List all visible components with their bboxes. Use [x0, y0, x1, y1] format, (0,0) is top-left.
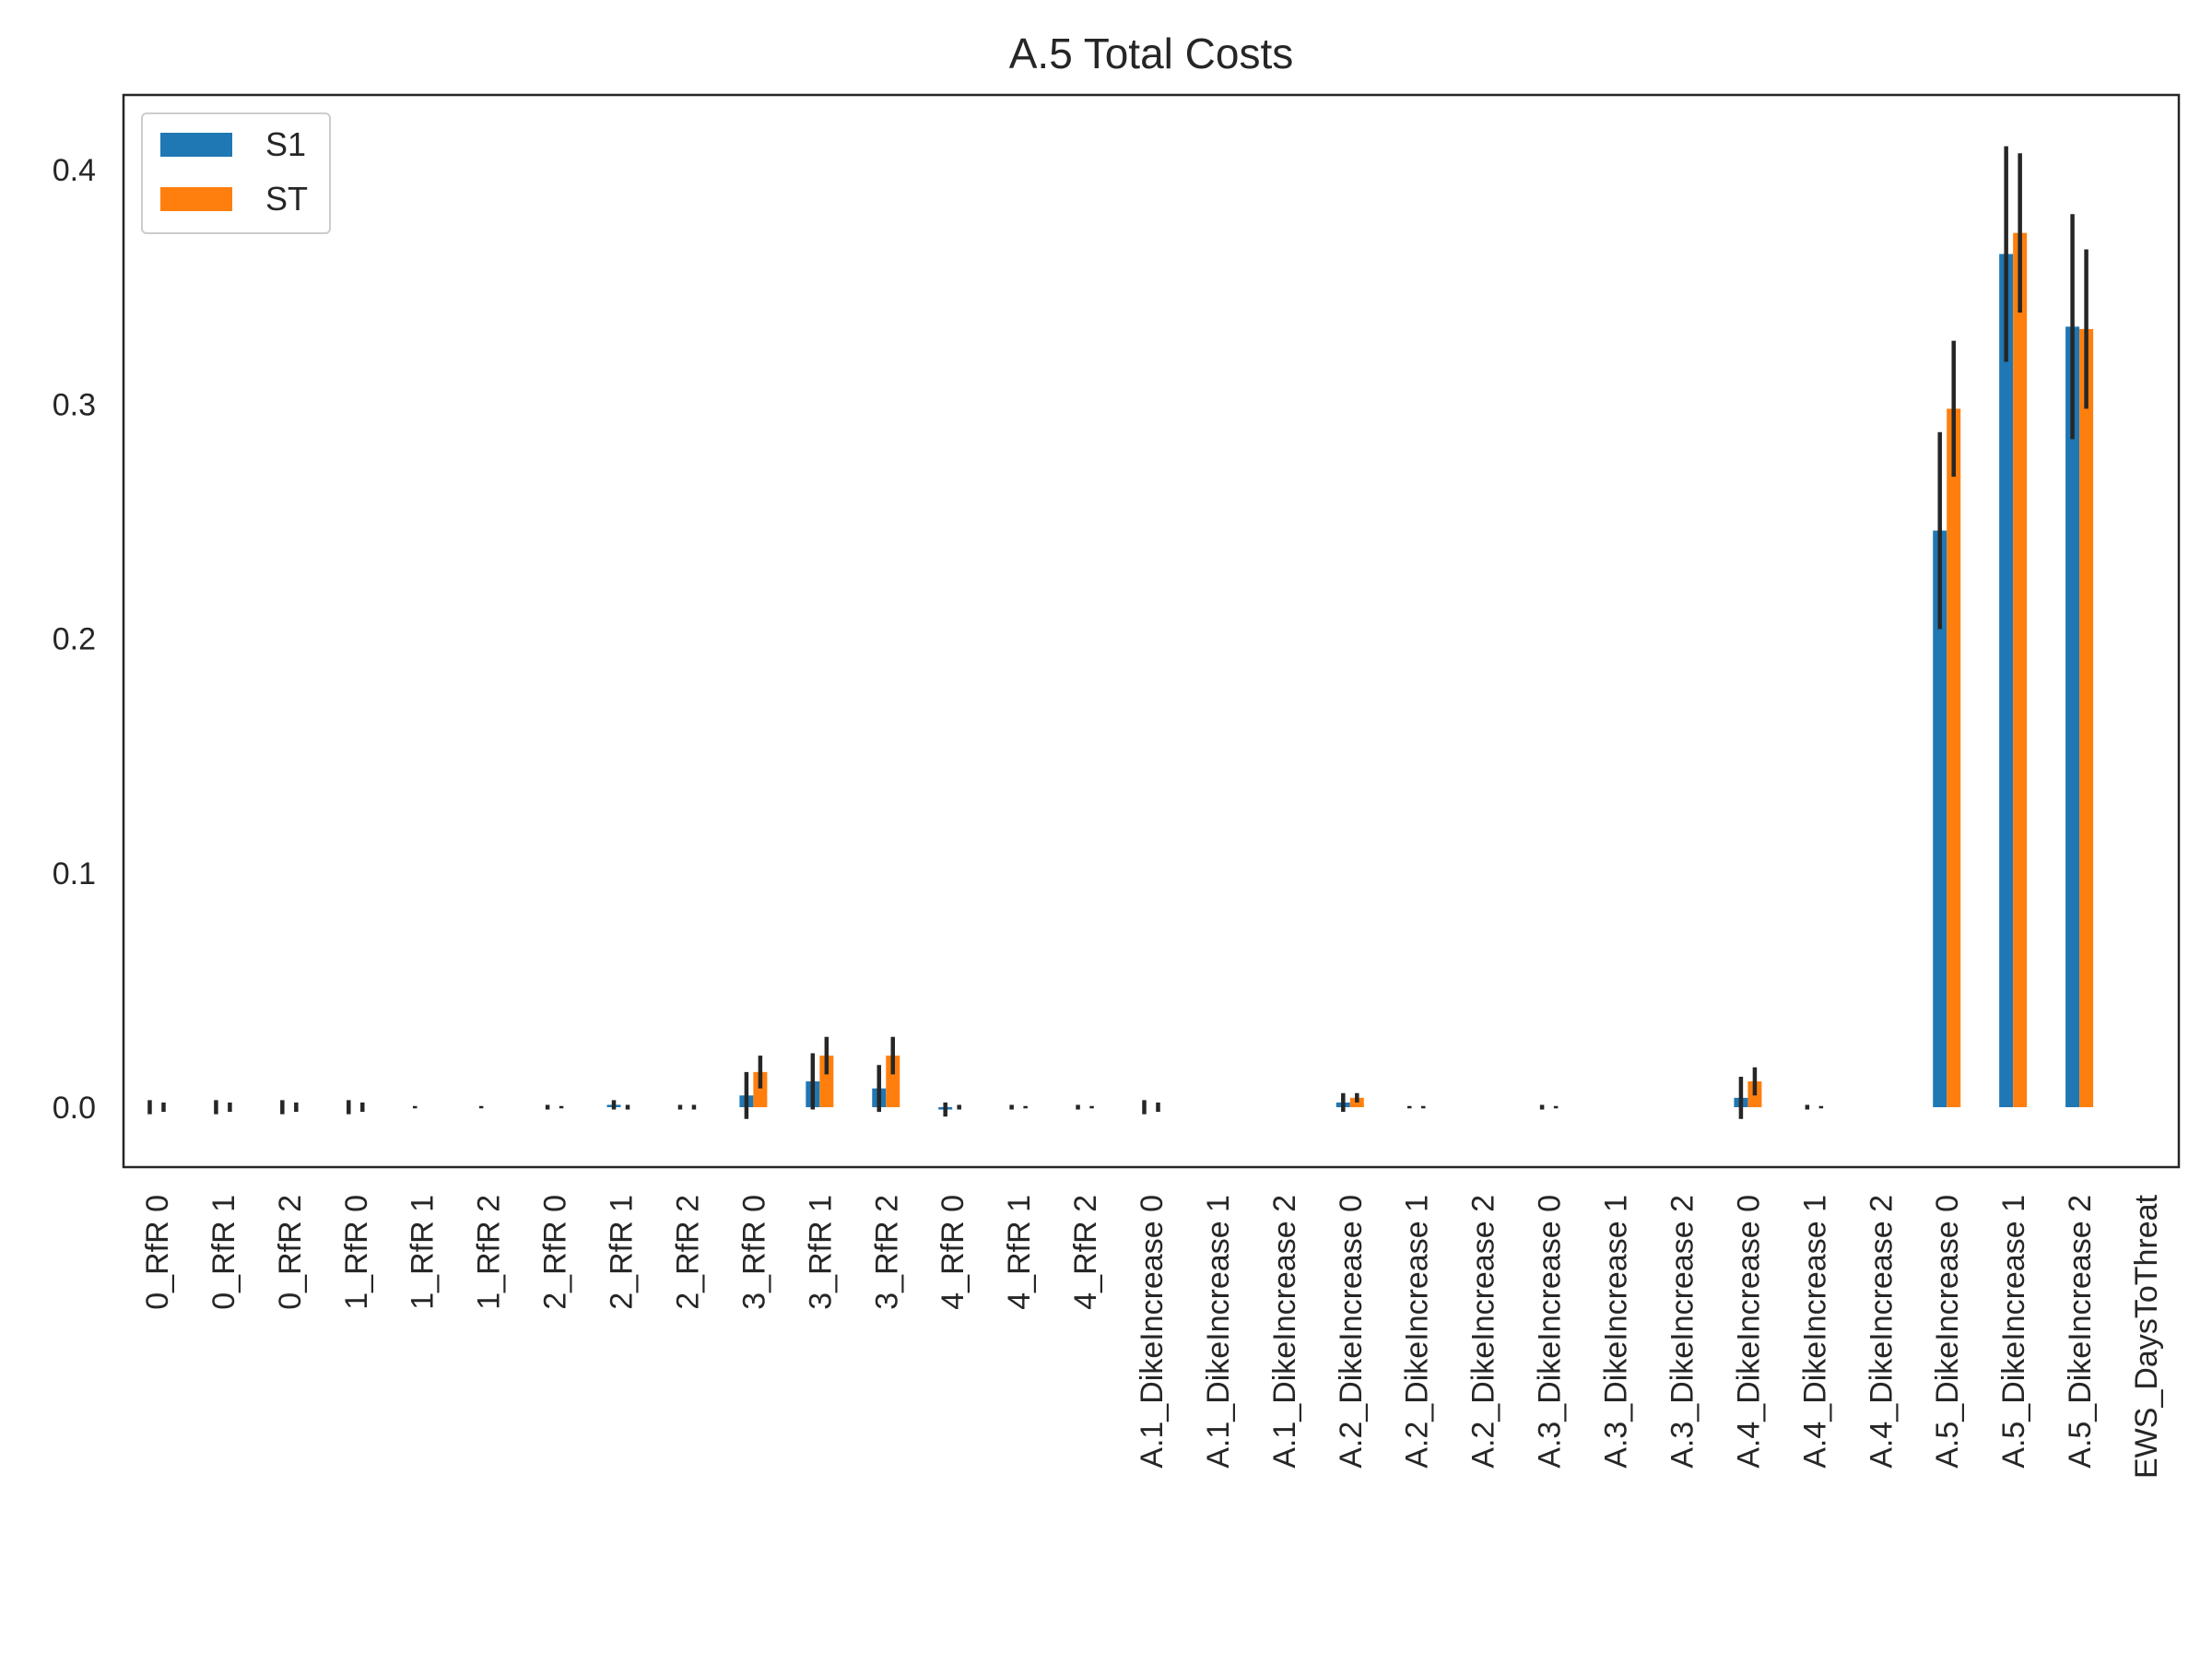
x-tick-label: A.2_DikeIncrease 2 — [1466, 1195, 1501, 1469]
bars-layer — [606, 232, 2094, 1110]
bar-st-11 — [886, 1056, 900, 1107]
x-tick-label: 2_RfR 0 — [538, 1195, 573, 1310]
legend-swatch-st — [160, 187, 232, 211]
legend: S1 ST — [141, 112, 331, 234]
y-tick-label: 0.2 — [53, 622, 96, 657]
x-tick-label: 3_RfR 2 — [869, 1195, 904, 1310]
bar-s1-28 — [1999, 254, 2014, 1107]
x-tick-label: A.3_DikeIncrease 1 — [1599, 1195, 1634, 1469]
error-bars-layer — [147, 146, 2088, 1119]
x-tick-label: A.2_DikeIncrease 1 — [1400, 1195, 1435, 1469]
bar-s1-29 — [2065, 326, 2080, 1107]
chart-title: A.5 Total Costs — [1009, 30, 1294, 77]
x-tick-label: 3_RfR 1 — [803, 1195, 838, 1310]
x-tick-label: 2_RfR 1 — [605, 1195, 640, 1310]
x-tick-label: A.2_DikeIncrease 0 — [1334, 1195, 1369, 1469]
x-tick-label: A.1_DikeIncrease 0 — [1135, 1195, 1170, 1469]
x-tick-label: 0_RfR 2 — [273, 1195, 308, 1310]
x-axis-ticks: 0_RfR 0 0_RfR 1 0_RfR 2 1_RfR 0 1_RfR 1 1_RfR… — [140, 1194, 2164, 1479]
y-tick-label: 0.0 — [53, 1091, 96, 1126]
x-tick-label: A.3_DikeIncrease 0 — [1533, 1195, 1568, 1469]
x-tick-label: 4_RfR 2 — [1068, 1195, 1103, 1310]
x-tick-label: 1_RfR 2 — [472, 1195, 507, 1310]
x-tick-label: 4_RfR 0 — [935, 1195, 971, 1310]
y-tick-label: 0.4 — [53, 153, 96, 188]
x-tick-label: A.5_DikeIncrease 1 — [1996, 1195, 2031, 1469]
bar-st-9 — [753, 1071, 768, 1107]
x-tick-label: A.5_DikeIncrease 0 — [1930, 1195, 1965, 1469]
x-tick-label: A.5_DikeIncrease 2 — [2063, 1195, 2098, 1469]
x-tick-label: A.1_DikeIncrease 1 — [1201, 1195, 1236, 1469]
x-tick-label: A.4_DikeIncrease 0 — [1731, 1195, 1766, 1469]
y-tick-label: 0.3 — [53, 387, 96, 422]
y-tick-label: 0.1 — [53, 856, 96, 891]
x-tick-label: A.1_DikeIncrease 2 — [1267, 1195, 1302, 1469]
x-tick-label: 1_RfR 1 — [406, 1195, 441, 1310]
bar-s1-27 — [1933, 530, 1947, 1107]
x-tick-label: 2_RfR 2 — [670, 1195, 705, 1310]
x-tick-label: A.4_DikeIncrease 1 — [1797, 1195, 1832, 1469]
y-axis-ticks: 0.0 0.1 0.2 0.3 0.4 — [53, 153, 96, 1126]
x-tick-label: 1_RfR 0 — [339, 1195, 374, 1310]
x-tick-label: 0_RfR 1 — [206, 1195, 241, 1310]
x-tick-label: 0_RfR 0 — [140, 1195, 175, 1310]
x-tick-label: A.3_DikeIncrease 2 — [1665, 1195, 1700, 1469]
x-tick-label: 3_RfR 0 — [736, 1195, 771, 1310]
x-tick-label: A.4_DikeIncrease 2 — [1864, 1195, 1899, 1469]
plot-frame — [122, 93, 2181, 1169]
bar-st-29 — [2079, 328, 2094, 1107]
x-tick-label: EWS_DaysToThreat — [2129, 1194, 2164, 1479]
bar-st-28 — [2013, 232, 2028, 1107]
x-tick-label: 4_RfR 1 — [1002, 1195, 1037, 1310]
legend-swatch-s1 — [160, 133, 232, 157]
legend-label-s1: S1 — [265, 125, 306, 163]
bar-st-10 — [819, 1056, 834, 1107]
bar-st-27 — [1947, 408, 1961, 1108]
legend-label-st: ST — [265, 180, 308, 218]
